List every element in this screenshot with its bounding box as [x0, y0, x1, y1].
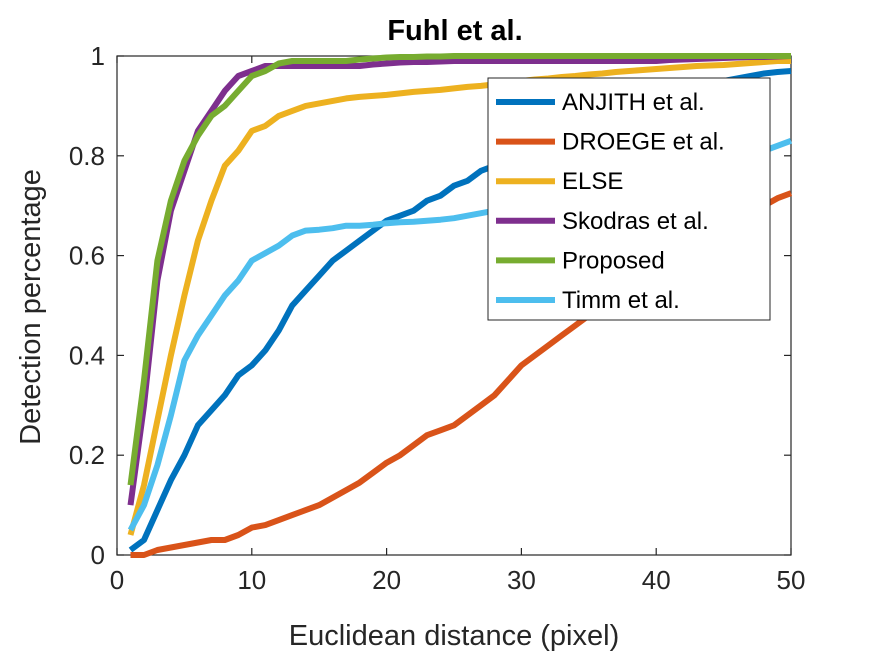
y-axis-label: Detection percentage: [15, 169, 47, 445]
x-tick-label: 20: [372, 565, 401, 595]
chart-title: Fuhl et al.: [387, 15, 522, 47]
legend: ANJITH et al. DROEGE et al. ELSE Skodras et…: [487, 77, 771, 321]
x-tick-label: 50: [777, 565, 806, 595]
series-line-else: [127, 58, 791, 536]
legend-label: Proposed: [562, 247, 665, 274]
y-tick-label: 0.6: [69, 241, 105, 271]
y-tick-label: 0.2: [69, 440, 105, 470]
y-tick-label: 0: [91, 540, 105, 570]
x-tick-label: 30: [507, 565, 536, 595]
series-line-proposed: [127, 53, 791, 486]
legend-label: ELSE: [562, 168, 623, 195]
series-line-skodras-et-al: [127, 53, 792, 506]
y-tick-label: 0.8: [69, 141, 105, 171]
legend-label: Skodras et al.: [562, 208, 709, 235]
x-tick-label: 0: [110, 565, 124, 595]
legend-box: [487, 77, 771, 321]
legend-label: ANJITH et al.: [562, 89, 705, 116]
y-tick-label: 0.4: [69, 340, 105, 370]
legend-label: Timm et al.: [562, 287, 680, 314]
x-tick-label: 10: [237, 565, 266, 595]
x-axis-label: Euclidean distance (pixel): [289, 620, 619, 652]
x-tick-label: 40: [642, 565, 671, 595]
legend-label: DROEGE et al.: [562, 129, 725, 156]
y-tick-label: 1: [91, 41, 105, 71]
